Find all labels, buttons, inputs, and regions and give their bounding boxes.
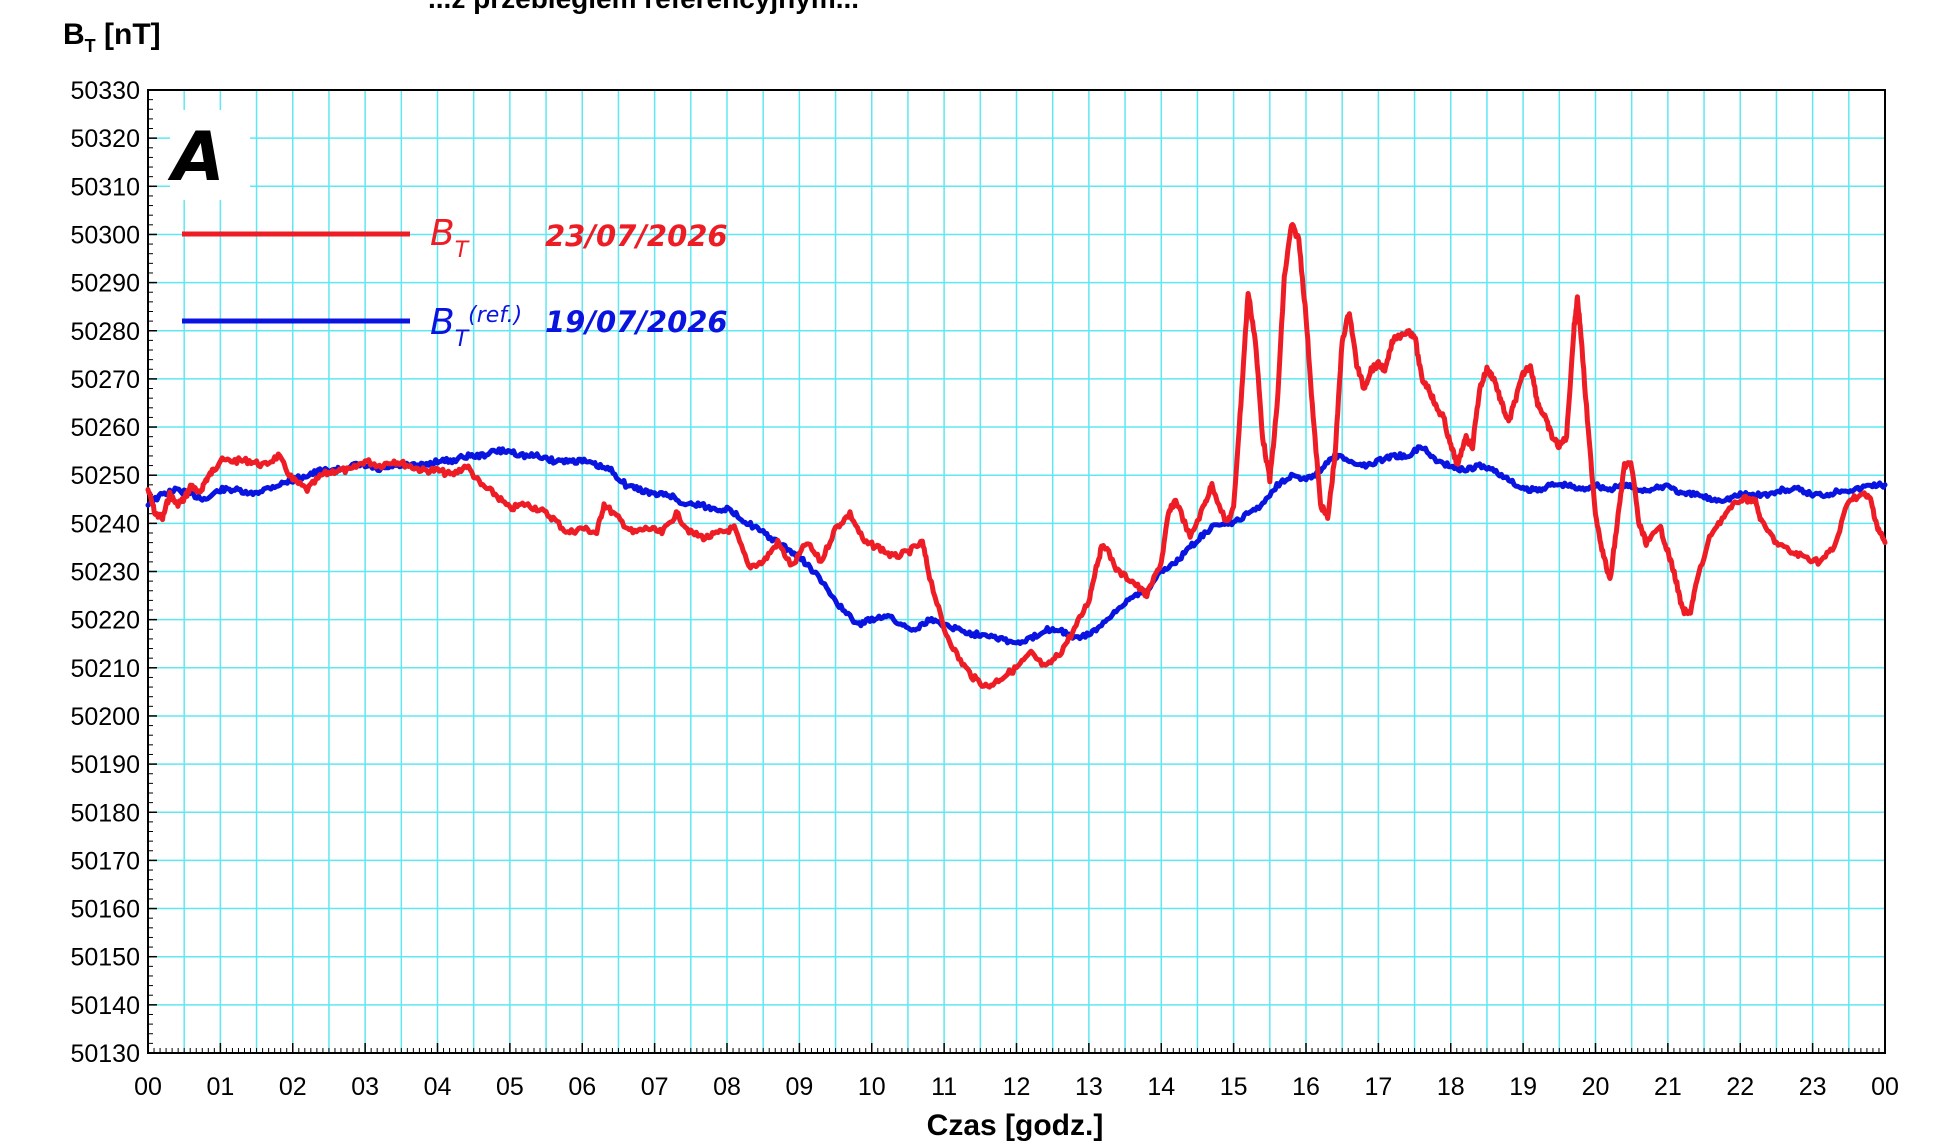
x-tick-label: 04	[424, 1073, 452, 1101]
x-tick-label: 01	[206, 1073, 234, 1101]
y-tick-label: 50300	[70, 221, 140, 249]
y-tick-label: 50140	[70, 992, 140, 1020]
x-tick-label: 16	[1292, 1073, 1320, 1101]
panel-label: A	[167, 118, 225, 197]
x-tick-label: 15	[1220, 1073, 1248, 1101]
legend-label-bt: BT	[430, 213, 470, 263]
y-tick-label: 50260	[70, 414, 140, 442]
page-title-partial: ...z przebiegiem referencyjnym...	[428, 0, 859, 14]
x-tick-label: 18	[1437, 1073, 1465, 1101]
y-tick-label: 50270	[70, 366, 140, 394]
x-tick-label: 07	[641, 1073, 669, 1101]
x-tick-label: 03	[351, 1073, 379, 1101]
x-tick-label: 00	[1871, 1073, 1899, 1101]
x-tick-label: 22	[1726, 1073, 1754, 1101]
y-tick-label: 50170	[70, 847, 140, 875]
legend-date-bt: 23/07/2026	[545, 219, 728, 253]
x-tick-label: 09	[785, 1073, 813, 1101]
x-tick-label: 14	[1147, 1073, 1175, 1101]
x-tick-labels: 00 01 02 03 04 05 06 07 08 09 10 11 12 13 14 15 16 17 18 19…	[134, 1073, 1899, 1101]
y-tick-label: 50180	[70, 799, 140, 827]
x-axis-title: Czas [godz.]	[927, 1109, 1104, 1141]
x-tick-label: 21	[1654, 1073, 1682, 1101]
y-tick-label: 50130	[70, 1040, 140, 1068]
y-tick-label: 50200	[70, 703, 140, 731]
x-tick-label: 00	[134, 1073, 162, 1101]
y-tick-label: 50150	[70, 944, 140, 972]
x-tick-label: 08	[713, 1073, 741, 1101]
y-tick-label: 50310	[70, 173, 140, 201]
legend-label-bt-ref: BT(ref.)	[430, 302, 522, 352]
legend: BT 23/07/2026 BT(ref.) 19/07/2026	[182, 213, 728, 352]
grid	[147, 89, 1886, 1054]
y-tick-label: 50250	[70, 462, 140, 490]
x-tick-label: 10	[858, 1073, 886, 1101]
legend-date-bt-ref: 19/07/2026	[545, 305, 728, 339]
y-tick-label: 50230	[70, 559, 140, 587]
x-tick-label: 23	[1799, 1073, 1827, 1101]
series-line-bt	[145, 222, 1888, 690]
y-tick-label: 50280	[70, 318, 140, 346]
plot-frame	[147, 89, 1886, 1054]
x-tick-label: 17	[1364, 1073, 1392, 1101]
x-tick-label: 20	[1582, 1073, 1610, 1101]
y-tick-label: 50190	[70, 751, 140, 779]
x-tick-label: 12	[1003, 1073, 1031, 1101]
x-tick-label: 06	[568, 1073, 596, 1101]
y-tick-label: 50320	[70, 125, 140, 153]
series-layer	[145, 222, 1888, 690]
x-tick-label: 19	[1509, 1073, 1537, 1101]
x-tick-label: 11	[931, 1073, 957, 1101]
x-tick-label: 13	[1075, 1073, 1103, 1101]
y-tick-label: 50210	[70, 655, 140, 683]
y-tick-label: 50240	[70, 510, 140, 538]
y-tick-label: 50160	[70, 896, 140, 924]
x-tick-label: 05	[496, 1073, 524, 1101]
y-tick-label: 50220	[70, 607, 140, 635]
x-tick-label: 02	[279, 1073, 307, 1101]
y-tick-labels: 50130 50140 50150 50160 50170 50180 50190 50200…	[70, 77, 140, 1068]
y-tick-label: 50330	[70, 77, 140, 105]
panel-label-bg	[170, 110, 250, 200]
y-tick-label: 50290	[70, 270, 140, 298]
y-axis-title: BT [nT]	[63, 18, 161, 56]
